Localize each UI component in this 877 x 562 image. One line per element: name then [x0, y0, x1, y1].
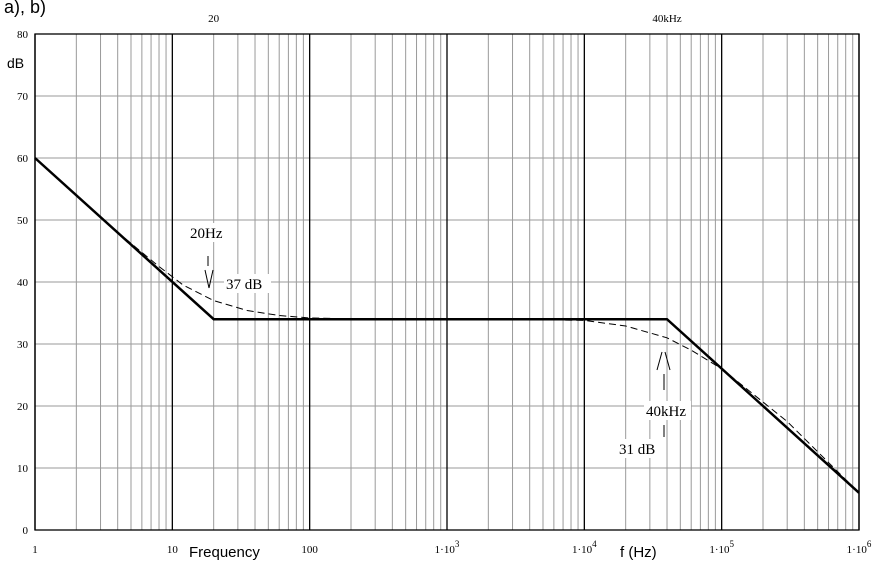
- x-tick-label: 1·105: [709, 539, 734, 556]
- annotation-arrow: [656, 351, 663, 371]
- y-tick-label: 40: [17, 277, 29, 289]
- annotation-37db: 37 dB: [226, 277, 262, 293]
- series-line-dashed: [34, 157, 860, 494]
- series-line-solid: [34, 157, 860, 494]
- x-axis-label-hz: f (Hz): [620, 544, 657, 561]
- y-tick-label: 0: [23, 525, 29, 537]
- annotation-20hz-bg: [188, 223, 227, 242]
- top-marker-label: 40kHz: [652, 13, 681, 25]
- x-tick-label: 10: [167, 544, 179, 556]
- x-tick-label: 100: [301, 544, 318, 556]
- annotation-31db: 31 dB: [619, 442, 655, 458]
- series-layer: [34, 157, 860, 494]
- annotation-40khz: 40kHz: [646, 404, 686, 420]
- y-tick-label: 10: [17, 463, 29, 475]
- y-tick-label: 20: [17, 401, 29, 413]
- y-tick-label: 60: [17, 153, 29, 165]
- annotation-31db-bg: [617, 439, 664, 458]
- annotations: 20Hz 37 dB 40kHz 31 dB: [188, 223, 691, 458]
- x-tick-label: 1·106: [847, 539, 872, 556]
- y-tick-label: 50: [17, 215, 29, 227]
- y-tick-label: 70: [17, 91, 29, 103]
- annotation-arrow: [204, 269, 210, 289]
- annotation-40khz-bg: [644, 401, 691, 420]
- x-tick-label: 1: [32, 544, 38, 556]
- y-axis-label: dB: [7, 55, 24, 71]
- plot-frame: [34, 33, 860, 531]
- y-tick-label: 30: [17, 339, 29, 351]
- annotation-37db-bg: [224, 274, 271, 293]
- x-tick-label: 1·103: [435, 539, 460, 556]
- grid: [34, 33, 860, 531]
- panel-label: a), b): [4, 0, 47, 17]
- x-tick-label: 1·104: [572, 539, 597, 556]
- x-axis-label-frequency: Frequency: [189, 544, 260, 561]
- axis-labels: 0 10 20 30 40 50 60 70 80 dB 1 10 100 1·103 1·104 1·105…: [7, 13, 872, 561]
- annotation-20hz: 20Hz: [190, 226, 223, 242]
- annotation-arrow: [208, 269, 214, 289]
- top-marker-label: 20: [208, 13, 220, 25]
- annotation-arrow: [664, 351, 671, 371]
- y-tick-label: 80: [17, 29, 29, 41]
